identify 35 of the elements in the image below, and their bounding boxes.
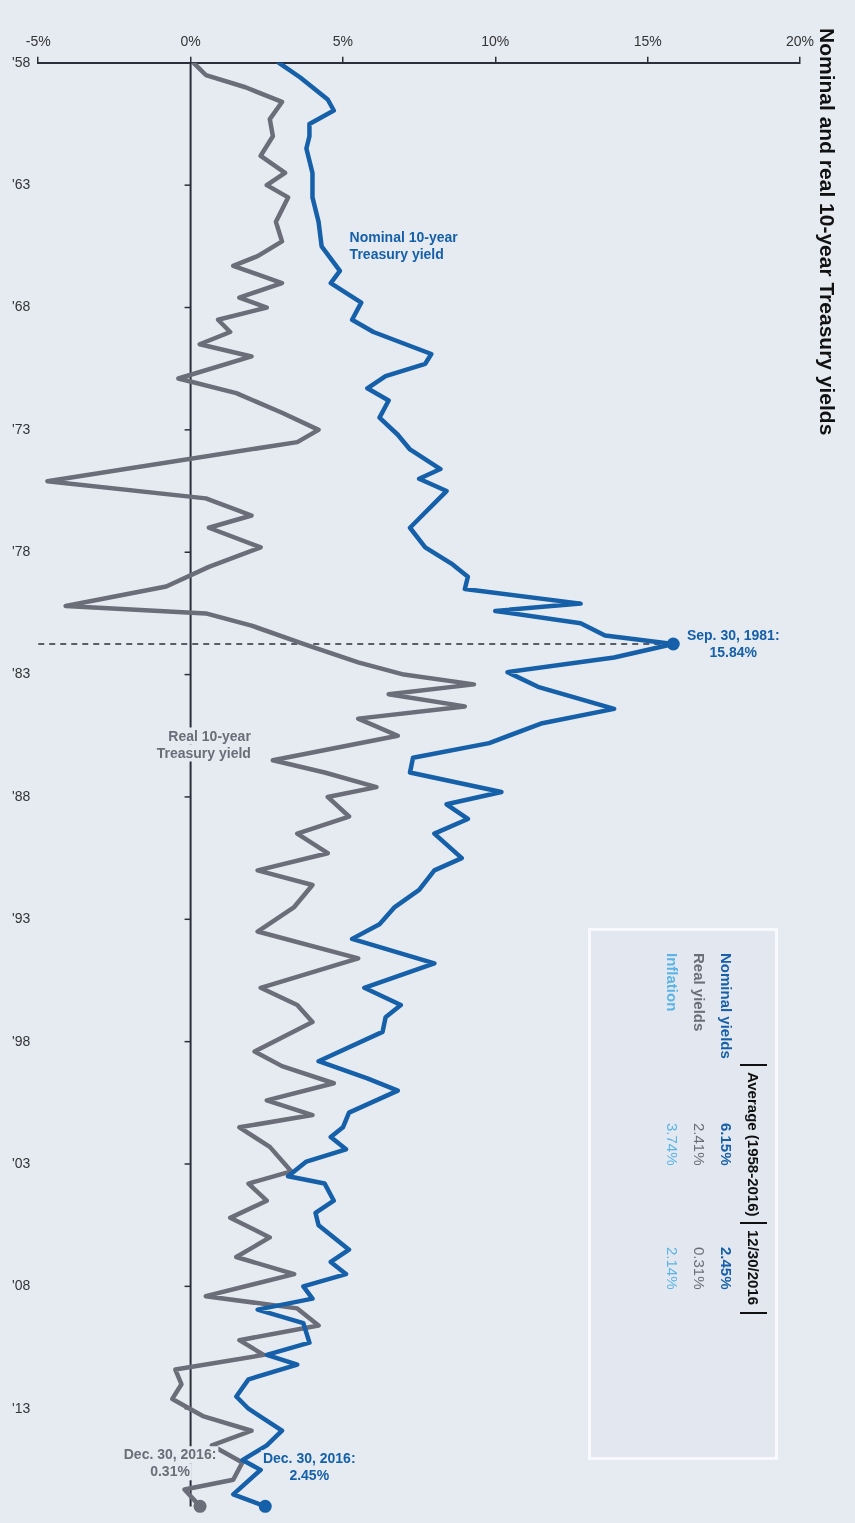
x-tick-label: 5% [332, 33, 354, 50]
y-tick-label: '88 [12, 787, 31, 804]
legend-label: 12/30/2016 [740, 1223, 767, 1313]
data-label: 6.15% [717, 1121, 736, 1168]
series-label: Nominal 10-year Treasury yield [349, 229, 459, 263]
x-tick-label: 20% [785, 33, 815, 50]
y-tick-label: '83 [12, 665, 31, 682]
series-label: Real 10-year Treasury yield [156, 727, 252, 761]
category-label: Inflation [663, 952, 682, 1014]
category-label: Nominal yields [717, 952, 736, 1061]
y-tick-label: '68 [12, 298, 31, 315]
y-tick-label: '13 [12, 1399, 31, 1416]
y-tick-label: '98 [12, 1032, 31, 1049]
annotation: Dec. 30, 2016: 2.45% [262, 1450, 356, 1484]
y-tick-label: '58 [12, 53, 31, 70]
annotation: Dec. 30, 2016: 0.31% [123, 1446, 217, 1480]
data-label: 2.14% [663, 1245, 682, 1292]
series-label: Average (1958-2016) [740, 1064, 767, 1224]
y-tick-label: '78 [12, 543, 31, 560]
y-tick-label: '03 [12, 1154, 31, 1171]
y-tick-label: '93 [12, 910, 31, 927]
y-tick-label: '63 [12, 176, 31, 193]
x-tick-label: 15% [633, 33, 662, 50]
y-tick-label: '08 [12, 1277, 31, 1294]
data-label: 0.31% [690, 1245, 709, 1292]
data-label: 2.41% [690, 1121, 709, 1168]
data-label: 2.45% [717, 1245, 736, 1292]
y-tick-label: '73 [12, 420, 31, 437]
x-tick-label: 10% [481, 33, 510, 50]
category-label: Real yields [690, 952, 709, 1034]
text: Nominal and real 10-year Treasury yields [815, 28, 839, 436]
x-tick-label: 0% [180, 33, 201, 50]
data-label: 3.74% [663, 1121, 682, 1168]
annotation: Sep. 30, 1981: 15.84% [686, 626, 780, 660]
x-tick-label: -5% [25, 33, 51, 50]
